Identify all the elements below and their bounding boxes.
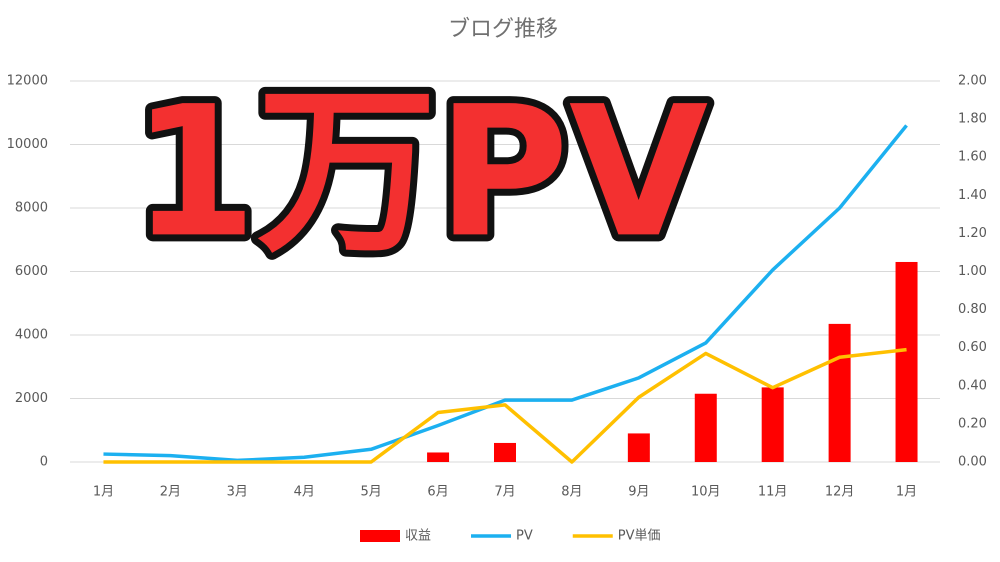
y-tick-label: 4000: [15, 328, 48, 343]
y2-tick-label: 1.00: [958, 264, 987, 279]
legend-label: PV単価: [618, 528, 661, 544]
y2-tick-label: 0.80: [958, 302, 987, 317]
y-tick-label: 8000: [15, 201, 48, 216]
bar: [494, 442, 516, 462]
x-tick-label: 12月: [825, 485, 855, 500]
x-tick-label: 5月: [361, 485, 382, 500]
legend-label: PV: [516, 529, 533, 544]
annotation: 1万PV: [132, 68, 708, 277]
y2-tick-label: 0.20: [958, 416, 987, 431]
x-tick-label: 8月: [561, 485, 582, 500]
y2-tick-label: 1.20: [958, 226, 987, 241]
y-tick-label: 6000: [15, 264, 48, 279]
bar: [895, 261, 918, 462]
y2-tick-label: 1.60: [958, 150, 987, 165]
x-tick-label: 10月: [691, 485, 721, 500]
y2-tick-label: 1.40: [958, 188, 987, 203]
bar: [694, 393, 717, 462]
y-tick-label: 12000: [7, 74, 48, 89]
y2-tick-label: 0.40: [958, 378, 987, 393]
x-tick-label: 3月: [227, 485, 248, 500]
legend-label: 収益: [405, 529, 431, 544]
x-tick-label: 1月: [896, 485, 917, 500]
legend-swatch: [360, 530, 400, 542]
x-tick-label: 4月: [294, 485, 315, 500]
y-tick-label: 2000: [15, 391, 48, 406]
y2-tick-label: 0.00: [958, 455, 987, 470]
x-tick-label: 11月: [758, 485, 788, 500]
y2-tick-label: 1.80: [958, 112, 987, 127]
x-tick-label: 1月: [93, 485, 114, 500]
x-tick-label: 7月: [494, 485, 515, 500]
y-tick-label: 10000: [7, 137, 48, 152]
x-tick-label: 6月: [427, 485, 448, 500]
y2-tick-label: 0.60: [958, 340, 987, 355]
x-tick-label: 2月: [160, 485, 181, 500]
bar: [828, 323, 851, 462]
line: [103, 347, 907, 464]
y2-tick-label: 2.00: [958, 74, 987, 89]
bar: [427, 452, 450, 462]
y-tick-label: 0: [40, 455, 48, 470]
bar: [761, 387, 784, 462]
bar: [627, 433, 650, 462]
x-tick-label: 9月: [628, 485, 649, 500]
chart-title: ブログ推移: [448, 17, 558, 42]
